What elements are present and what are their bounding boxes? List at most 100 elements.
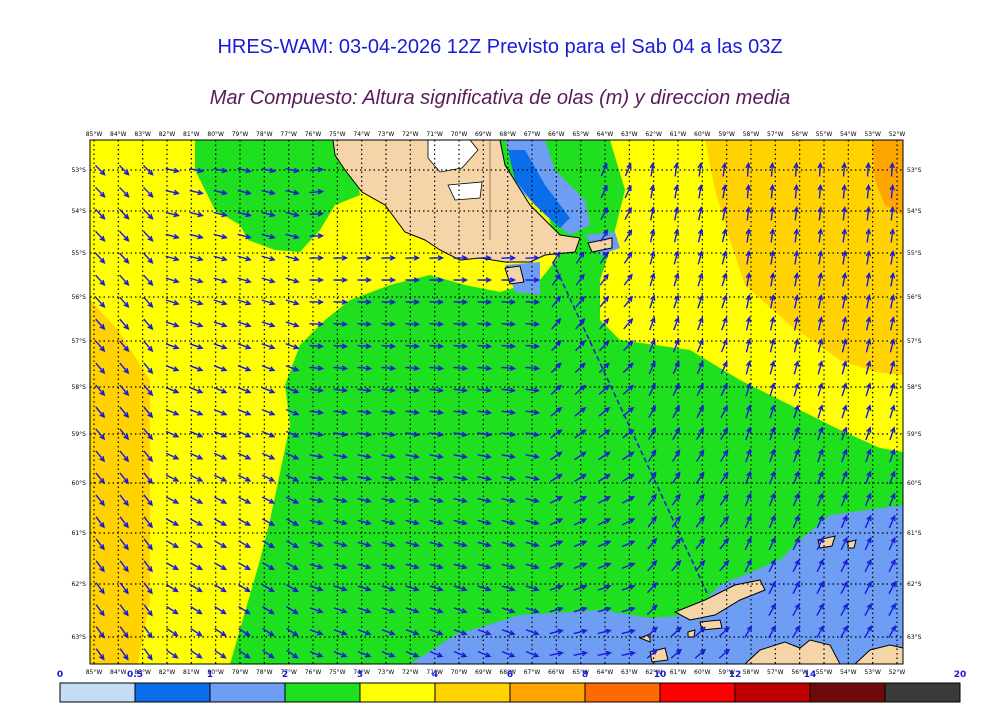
latitude-label: 59°S <box>72 431 87 438</box>
longitude-label: 64°W <box>597 669 614 676</box>
wave-direction-arrow <box>864 602 872 617</box>
wave-direction-arrow <box>381 650 396 658</box>
wave-direction-arrow <box>673 250 680 265</box>
wave-direction-arrow <box>889 426 896 441</box>
wave-direction-arrow <box>817 183 823 199</box>
wave-direction-arrow <box>549 496 564 504</box>
wave-direction-arrow <box>864 580 872 595</box>
wave-direction-arrow <box>841 205 848 221</box>
wave-direction-arrow <box>261 408 276 416</box>
wave-direction-arrow <box>769 161 775 177</box>
wave-direction-arrow <box>648 426 657 440</box>
wave-direction-arrow <box>95 516 105 529</box>
wave-direction-arrow <box>623 340 634 352</box>
wave-direction-arrow <box>671 493 681 506</box>
wave-direction-arrow <box>865 227 872 243</box>
wave-direction-arrow <box>429 321 445 327</box>
wave-direction-arrow <box>793 338 800 353</box>
wave-direction-arrow <box>119 604 129 617</box>
wave-direction-arrow <box>597 606 612 613</box>
wave-direction-arrow <box>286 605 299 615</box>
longitude-label: 81°W <box>183 131 200 138</box>
wave-direction-arrow <box>333 255 349 261</box>
wave-direction-arrow <box>285 540 300 548</box>
wave-direction-arrow <box>405 650 420 658</box>
legend-color-box <box>434 682 511 703</box>
wave-direction-arrow <box>649 316 656 331</box>
wave-direction-arrow <box>143 362 154 375</box>
wave-direction-arrow <box>95 538 105 551</box>
wave-direction-arrow <box>165 518 180 526</box>
wave-direction-arrow <box>237 211 252 218</box>
wave-direction-arrow <box>841 338 848 353</box>
wave-direction-arrow <box>166 584 179 593</box>
legend-color-box <box>659 682 736 703</box>
wave-direction-arrow <box>285 365 300 372</box>
wave-direction-arrow <box>405 277 421 283</box>
latitude-label: 59°S <box>907 431 922 438</box>
latitude-label: 62°S <box>907 581 922 588</box>
longitude-label: 54°W <box>840 131 857 138</box>
wave-direction-arrow <box>745 249 752 265</box>
wave-direction-arrow <box>119 560 129 573</box>
wave-direction-arrow <box>525 387 541 394</box>
latitude-labels-right: 53°S 54°S 55°S 56°S 57°S 58°S 59°S 60°S 61°S 62°S… <box>907 167 922 641</box>
longitude-labels-bottom: 85°W 84°W 83°W 82°W 81°W 80°W 79°W 78°W 77°W 76°W… <box>86 669 906 676</box>
wave-direction-arrow <box>697 228 704 243</box>
wave-direction-arrow <box>670 648 683 659</box>
legend-tick-label: 3 <box>357 670 363 680</box>
wave-direction-arrow <box>549 540 564 548</box>
wave-direction-arrow <box>745 448 752 463</box>
wave-direction-arrow <box>333 497 348 504</box>
wave-direction-arrow <box>551 273 561 286</box>
wave-direction-arrow <box>213 343 228 350</box>
latitude-label: 60°S <box>907 480 922 487</box>
wave-direction-arrow <box>793 404 800 419</box>
wave-direction-arrow <box>165 496 180 504</box>
wave-direction-arrow <box>261 167 276 174</box>
wave-direction-arrow <box>381 387 397 394</box>
wave-direction-arrow <box>769 294 776 309</box>
wave-direction-arrow <box>118 164 130 176</box>
wave-direction-arrow <box>648 382 656 397</box>
wave-direction-arrow <box>840 558 848 573</box>
wave-direction-arrow <box>309 563 324 570</box>
wave-direction-arrow <box>744 492 752 507</box>
wave-direction-arrow <box>622 429 635 439</box>
wave-direction-arrow <box>841 272 848 287</box>
wave-direction-arrow <box>744 536 752 551</box>
wave-direction-arrow <box>429 409 445 416</box>
longitude-label: 67°W <box>524 669 541 676</box>
wave-direction-arrow <box>214 584 227 593</box>
wave-direction-arrow <box>793 227 800 243</box>
wave-direction-arrow <box>719 559 730 572</box>
longitude-label: 57°W <box>767 669 784 676</box>
wave-direction-arrow <box>889 249 896 265</box>
latitude-label: 53°S <box>72 167 87 174</box>
wave-direction-arrow <box>405 453 420 460</box>
wave-direction-arrow <box>719 537 730 550</box>
wave-direction-arrow <box>118 186 130 198</box>
wave-direction-arrow <box>551 317 562 330</box>
wave-direction-arrow <box>333 343 349 349</box>
wave-direction-arrow <box>672 338 680 353</box>
wave-direction-arrow <box>381 475 396 482</box>
wave-direction-arrow <box>673 316 680 331</box>
wave-direction-arrow <box>501 299 517 305</box>
wave-direction-arrow <box>721 184 728 199</box>
longitude-label: 57°W <box>767 131 784 138</box>
wave-direction-arrow <box>671 515 681 528</box>
longitude-label: 77°W <box>280 669 297 676</box>
wave-direction-arrow <box>769 316 776 331</box>
wave-direction-arrow <box>864 492 872 507</box>
wave-direction-arrow <box>189 255 204 262</box>
legend-tick-label: 2 <box>282 670 288 680</box>
wave-direction-arrow <box>597 518 612 526</box>
longitude-label: 80°W <box>207 669 224 676</box>
wave-direction-arrow <box>477 541 492 548</box>
wave-direction-arrow <box>261 299 276 306</box>
wave-direction-arrow <box>673 161 680 177</box>
wave-direction-arrow <box>597 584 612 591</box>
wave-direction-arrow <box>673 294 680 309</box>
wave-direction-arrow <box>889 161 895 177</box>
